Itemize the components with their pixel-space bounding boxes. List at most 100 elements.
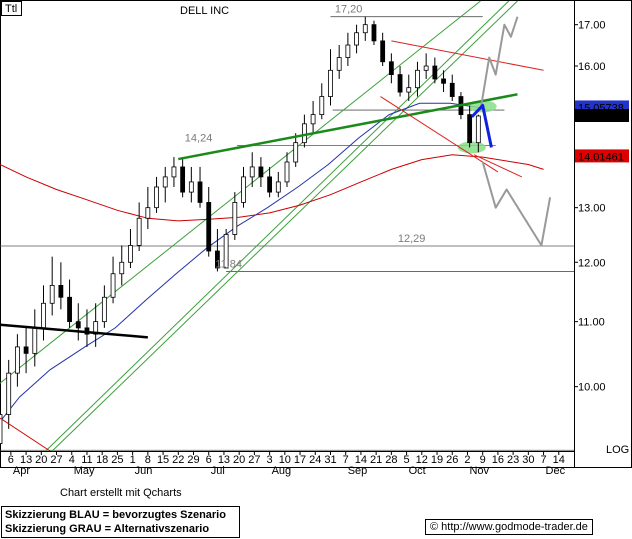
trend-line-red-lower xyxy=(380,96,499,173)
candle-body xyxy=(223,234,229,269)
x-tick-label: 6 xyxy=(8,454,14,466)
candle-body xyxy=(206,202,212,252)
symbol-box-label: Ttl xyxy=(5,3,17,15)
candle-body xyxy=(110,273,116,298)
candle-body xyxy=(232,202,238,235)
month-label: May xyxy=(74,465,95,477)
trend-line-red-bottom xyxy=(0,417,51,452)
candle-body xyxy=(267,176,273,193)
x-tick-label: 11 xyxy=(81,454,92,466)
x-tick-label: 16 xyxy=(492,454,504,466)
x-tick-label: 9 xyxy=(480,454,486,466)
last-price-label: 14.87 xyxy=(578,111,606,123)
x-tick-label: 28 xyxy=(385,454,397,466)
y-tick-label: 17.00 xyxy=(578,20,606,32)
candle-body xyxy=(258,166,264,178)
x-tick-label: 23 xyxy=(507,454,519,466)
candle-body xyxy=(197,181,203,203)
x-tick-label: 15 xyxy=(157,454,169,466)
level-annotation: 17,20 xyxy=(335,4,363,16)
x-tick-label: 5 xyxy=(404,454,410,466)
scenario-blue xyxy=(470,104,493,148)
channel-line xyxy=(51,0,518,452)
trend-line-red-support xyxy=(473,154,523,178)
candle-body xyxy=(354,32,359,46)
x-tick-label: 20 xyxy=(233,454,245,466)
candle-body xyxy=(145,207,151,219)
scenario-grey-up xyxy=(479,16,519,111)
x-tick-label: 22 xyxy=(172,454,184,466)
x-tick-label: 14 xyxy=(553,454,565,466)
x-tick-label: 20 xyxy=(35,454,47,466)
y-tick-label: 13.00 xyxy=(578,203,606,215)
scenario-legend: Skizzierung BLAU = bevorzugtes Szenario … xyxy=(1,506,240,538)
x-tick-label: 31 xyxy=(324,454,336,466)
candle-body xyxy=(388,61,394,76)
y-tick-label: 11.00 xyxy=(578,317,605,329)
month-label: Oct xyxy=(409,465,426,477)
x-tick-label: 26 xyxy=(446,454,458,466)
price-badge xyxy=(575,149,629,163)
level-annotation: 14,24 xyxy=(185,133,213,145)
x-tick-label: 10 xyxy=(279,454,291,466)
candle-body xyxy=(188,181,194,193)
x-tick-label: 4 xyxy=(69,454,75,466)
candle-body xyxy=(128,245,133,263)
candle-body xyxy=(171,166,177,178)
candle-body xyxy=(362,24,368,34)
level-annotation: 11,84 xyxy=(215,258,242,270)
candle-body xyxy=(380,40,386,63)
candle-body xyxy=(475,115,481,144)
candle-body xyxy=(249,166,255,178)
candle-body xyxy=(67,296,72,323)
x-tick-label: 24 xyxy=(309,454,321,466)
candle-body xyxy=(41,302,46,329)
candle-body xyxy=(32,327,38,354)
x-tick-label: 21 xyxy=(370,454,382,466)
trend-line-black xyxy=(0,323,148,339)
candle-body xyxy=(284,161,290,183)
candle-body xyxy=(397,74,403,93)
x-tick-label: 27 xyxy=(50,454,62,466)
candle-body xyxy=(345,44,351,58)
month-label: Jul xyxy=(211,465,225,477)
trend-line-green xyxy=(178,93,518,161)
candle-body xyxy=(23,346,29,354)
candle-body xyxy=(432,65,438,80)
x-tick-label: 17 xyxy=(294,454,306,466)
month-label: Apr xyxy=(13,465,30,477)
month-label: Sep xyxy=(348,465,368,477)
x-tick-label: 19 xyxy=(431,454,443,466)
channel-line xyxy=(45,0,510,452)
candle-body xyxy=(75,321,81,329)
x-tick-label: 13 xyxy=(20,454,32,466)
month-label: Nov xyxy=(469,465,489,477)
candle-body xyxy=(406,87,412,93)
website-link[interactable]: © http://www.godmode-trader.de xyxy=(425,519,593,535)
candle-body xyxy=(467,114,473,144)
x-tick-label: 7 xyxy=(540,454,546,466)
price-badge-label: 14.01461 xyxy=(578,151,624,163)
candle-body xyxy=(58,285,64,298)
x-tick-label: 30 xyxy=(522,454,534,466)
candle-body xyxy=(275,181,281,193)
trend-line-red-upper xyxy=(391,40,544,71)
candle-body xyxy=(423,65,429,71)
x-tick-label: 7 xyxy=(343,454,349,466)
channel-line xyxy=(0,0,481,384)
x-tick-label: 27 xyxy=(248,454,260,466)
month-label: Jun xyxy=(135,465,153,477)
candle-body xyxy=(154,186,159,209)
x-tick-label: 3 xyxy=(267,454,273,466)
candle-body xyxy=(319,96,325,116)
month-label: Dec xyxy=(546,465,566,477)
highlight-ellipse xyxy=(457,141,486,154)
chart-credit: Chart erstellt mit Qcharts xyxy=(60,487,182,499)
x-tick-label: 12 xyxy=(416,454,428,466)
candle-body xyxy=(0,414,3,444)
level-annotation: 12,29 xyxy=(398,233,426,245)
x-tick-label: 14 xyxy=(355,454,367,466)
candle-body xyxy=(301,123,307,144)
y-tick-label: 10.00 xyxy=(578,382,606,394)
